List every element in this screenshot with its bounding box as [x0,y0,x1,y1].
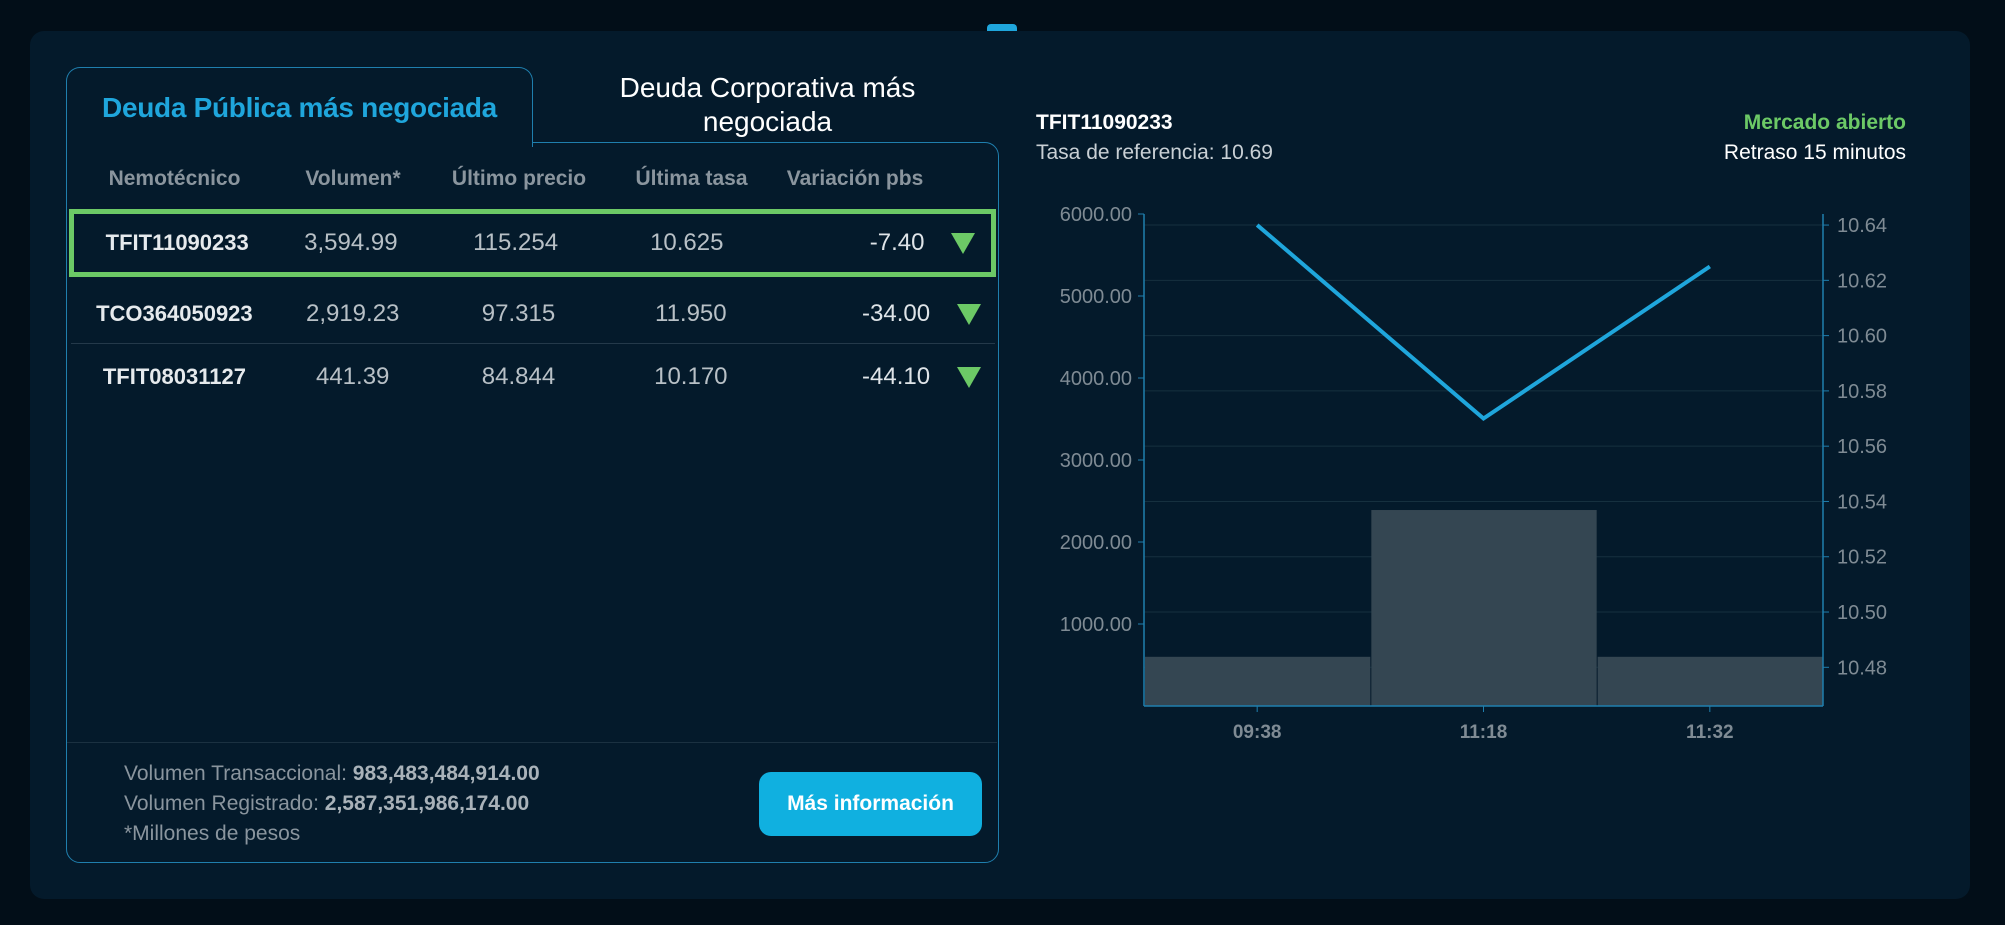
reference-rate: Tasa de referencia: 10.69 [1036,141,1273,164]
row-rate: 10.170 [654,363,728,390]
column-header-nemotecnico: Nemotécnico [108,167,241,190]
carousel-indicator[interactable] [987,24,1017,32]
svg-text:6000.00: 6000.00 [1060,204,1132,226]
row-variation: -44.10 [862,363,931,390]
svg-text:10.64: 10.64 [1837,215,1887,237]
more-info-button[interactable]: Más información [759,772,982,836]
transactional-volume: Volumen Transaccional: 983,483,484,914.0… [124,762,540,785]
row-volume: 3,594.99 [304,229,398,256]
svg-text:10.48: 10.48 [1837,657,1887,679]
registered-volume: Volumen Registrado: 2,587,351,986,174.00 [124,792,530,815]
instrument-code: TFIT11090233 [1036,111,1173,134]
volume-summary: Volumen Transaccional: 983,483,484,914.0… [124,759,540,849]
row-price: 84.844 [481,363,556,390]
down-arrow-icon [956,303,981,325]
svg-text:09:38: 09:38 [1233,722,1282,743]
svg-text:10.52: 10.52 [1837,547,1887,569]
most-traded-panel: Nemotécnico Volumen* Último precio Últim… [66,142,999,863]
row-variation: -34.00 [862,300,931,327]
svg-text:2000.00: 2000.00 [1060,532,1132,554]
chart-axes [1138,213,1829,712]
row-code: TFIT11090233 [105,230,249,255]
svg-text:3000.00: 3000.00 [1060,450,1132,472]
svg-text:1000.00: 1000.00 [1060,614,1132,636]
table-row[interactable]: TFIT11090233 3,594.99 115.254 10.625 -7.… [69,209,996,277]
svg-text:4000.00: 4000.00 [1060,368,1132,390]
down-arrow-icon [950,232,975,254]
column-header-ultima-tasa: Última tasa [635,167,748,190]
rate-line [1255,223,1711,422]
row-price: 97.315 [481,300,556,327]
table-row[interactable]: TFIT08031127 441.39 84.844 10.170 -44.10 [67,345,997,409]
row-divider [71,343,995,344]
svg-text:10.60: 10.60 [1837,326,1887,348]
row-rate: 10.625 [650,229,724,256]
tab-deuda-publica[interactable]: Deuda Pública más negociada [66,67,533,147]
volume-rate-chart: 10.48 10.50 10.52 10.54 10.56 10.58 10.60 10.62… [1060,204,1887,743]
svg-text:10.58: 10.58 [1837,381,1887,403]
column-header-variacion: Variación pbs [786,167,924,190]
row-volume: 441.39 [315,363,390,390]
units-note: *Millones de pesos [124,822,301,845]
axis-labels: 10.48 10.50 10.52 10.54 10.56 10.58 10.60 10.62… [1060,204,1887,743]
market-status: Mercado abierto [1743,111,1906,134]
row-variation: -7.40 [869,229,925,256]
tab-label: Deuda Corporativa más negociada [619,72,916,137]
svg-text:11:32: 11:32 [1686,722,1734,743]
row-price: 115.254 [473,229,559,256]
volume-bars [1145,510,1823,706]
tab-deuda-corporativa[interactable]: Deuda Corporativa más negociada [560,70,975,140]
row-volume: 2,919.23 [305,300,400,327]
tab-label: Deuda Pública más negociada [102,91,497,123]
row-rate: 11.950 [655,300,727,327]
column-header-ultimo-precio: Último precio [451,167,587,190]
svg-text:10.62: 10.62 [1837,270,1887,292]
svg-text:10.56: 10.56 [1837,436,1887,458]
tab-join [67,140,532,146]
footer-divider [67,742,997,743]
svg-text:10.54: 10.54 [1837,491,1887,513]
table-header: Nemotécnico Volumen* Último precio Últim… [67,161,998,197]
down-arrow-icon [956,366,981,388]
svg-text:10.50: 10.50 [1837,602,1887,624]
column-header-volumen: Volumen* [305,167,401,190]
svg-text:11:18: 11:18 [1460,722,1508,743]
table-row[interactable]: TCO364050923 2,919.23 97.315 11.950 -34.… [67,281,997,347]
row-code: TCO364050923 [96,301,253,326]
row-code: TFIT08031127 [102,364,246,389]
market-delay: Retraso 15 minutos [1723,141,1906,164]
svg-text:5000.00: 5000.00 [1060,286,1132,308]
